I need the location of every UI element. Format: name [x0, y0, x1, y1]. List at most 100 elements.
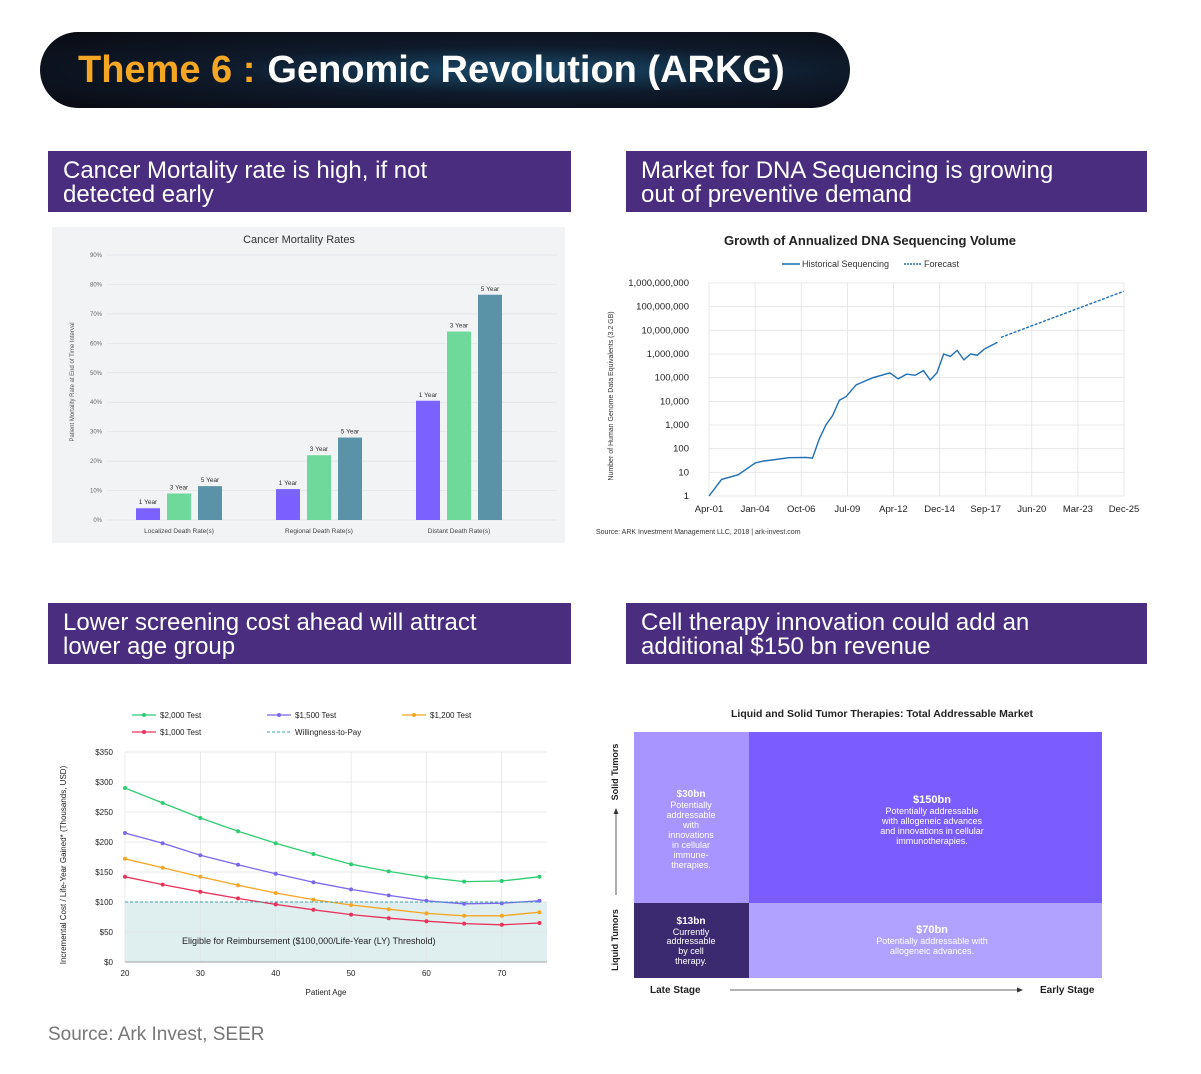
cell-line: therapies. [671, 860, 711, 870]
cell-text-solid-early: $150bn Potentially addressable with allo… [880, 794, 984, 846]
series-lines [123, 786, 542, 927]
y-tick-label: 70% [90, 312, 103, 318]
cell-value: $150bn [913, 794, 951, 806]
y-axis-label: Incremental Cost / Life-Year Gained* (Th… [59, 765, 68, 964]
x-tick-label: Apr-01 [695, 504, 724, 515]
bar-label: 5 Year [481, 286, 500, 293]
data-point [311, 852, 316, 856]
legend: $2,000 Test $1,500 Test $1,200 Test $1,000 … [132, 711, 472, 737]
data-point [236, 883, 241, 888]
cell-line: addressable [666, 936, 715, 946]
data-point [311, 907, 316, 912]
y-tick-label: 100,000,000 [636, 302, 689, 313]
data-point [160, 865, 165, 870]
legend-label: $1,500 Test [295, 711, 337, 720]
x-tick-labels: Apr-01 Jan-04 Oct-06 Jul-09 Apr-12 Dec-14 Sep-… [695, 504, 1140, 515]
header-screening-cost: Lower screening cost ahead will attract … [48, 603, 571, 664]
y-axis-label: Number of Human Genome Data Equivalents … [608, 311, 615, 480]
footer-source: Source: Ark Invest, SEER [48, 1024, 265, 1045]
y-tick-label: 80% [90, 282, 103, 288]
chart-title: Growth of Annualized DNA Sequencing Volu… [724, 233, 1016, 248]
bar [136, 508, 160, 520]
legend-label: Willingness-to-Pay [295, 728, 361, 737]
x-tick-label: Jan-04 [741, 504, 770, 515]
x-tick-label: Distant Death Rate(s) [428, 528, 491, 535]
y-tick-label: 30% [90, 430, 103, 436]
data-point [273, 841, 278, 846]
forecast-line [1000, 290, 1124, 339]
chart-source: Source: ARK Investment Management LLC, 2… [596, 529, 801, 536]
y-tick-label: 40% [90, 400, 103, 406]
header-line: Cell therapy innovation could add an [641, 609, 1030, 636]
y-tick-label: 100 [673, 444, 689, 455]
bar-label: 3 Year [450, 323, 469, 330]
x-tick-label: Dec-14 [924, 504, 955, 515]
y-tick-label: 20% [90, 459, 103, 465]
y-tick-label: 10 [678, 467, 689, 478]
data-point [236, 829, 241, 834]
y-tick-label: 100,000 [655, 373, 689, 384]
y-tick-labels: 0% 10% 20% 30% 40% 50% 60% 70% 80% 90% [90, 253, 103, 524]
cell-line: immunotherapies. [896, 836, 968, 846]
data-point [462, 921, 467, 926]
legend-label: $1,200 Test [430, 711, 472, 720]
header-line: Lower screening cost ahead will attract [63, 609, 477, 636]
data-point [236, 896, 241, 901]
bar [198, 486, 222, 520]
data-point [499, 879, 504, 883]
x-tick-label: Oct-06 [787, 504, 816, 515]
bar [307, 455, 331, 520]
data-point [424, 875, 429, 880]
x-label-late: Late Stage [650, 985, 701, 996]
cell-line: Potentially addressable [885, 806, 978, 816]
chart-title: Cancer Mortality Rates [243, 234, 355, 246]
y-tick-label: $50 [100, 928, 114, 937]
y-tick-label: 90% [90, 253, 103, 259]
data-point [424, 911, 429, 916]
header-dna-market: Market for DNA Sequencing is growing out… [626, 151, 1147, 212]
data-point [311, 897, 316, 902]
x-tick-labels: Localized Death Rate(s) Regional Death Ra… [144, 528, 490, 535]
bar [276, 489, 300, 520]
header-line: additional $150 bn revenue [641, 633, 931, 660]
y-tick-labels: 1 10 100 1,000 10,000 100,000 1,000,000 10,000,… [628, 278, 689, 502]
legend-label: $2,000 Test [160, 711, 202, 720]
cell-text-liquid-early: $70bn Potentially addressable with allog… [876, 924, 988, 956]
data-point [537, 910, 542, 915]
cell-solid-early [749, 732, 1102, 903]
cell-line: allogeneic advances. [890, 946, 974, 956]
header-line: Market for DNA Sequencing is growing [641, 157, 1054, 184]
y-tick-label: 10,000 [660, 396, 689, 407]
data-point [386, 869, 391, 874]
legend-historical: Historical Sequencing [802, 259, 889, 269]
cell-line: by cell [678, 946, 704, 956]
y-tick-label: $300 [95, 778, 113, 787]
data-point [349, 862, 354, 867]
legend-marker [142, 730, 146, 734]
data-point [123, 831, 127, 835]
series-line [124, 787, 540, 883]
y-tick-label: 10% [90, 489, 103, 495]
cell-line: Potentially [670, 800, 712, 810]
header-line: Cancer Mortality rate is high, if not [63, 157, 428, 184]
x-tick-label: Jul-09 [834, 504, 860, 515]
chart-title: Liquid and Solid Tumor Therapies: Total … [731, 708, 1034, 720]
data-point [462, 901, 467, 906]
header-line: lower age group [63, 633, 236, 660]
x-tick-label: 20 [121, 969, 130, 978]
data-point [160, 841, 165, 846]
y-tick-label: 1,000,000 [647, 349, 689, 360]
y-tick-label: 0% [93, 518, 102, 524]
cell-line: Potentially addressable with [876, 936, 988, 946]
y-tick-labels: $0 $50 $100 $150 $200 $250 $300 $350 [95, 748, 113, 967]
data-point [537, 898, 542, 903]
bar-label: 5 Year [341, 429, 360, 436]
data-point [462, 913, 467, 918]
title-banner: Theme 6 : Genomic Revolution (ARKG) [40, 32, 850, 108]
reimbursement-annotation: Eligible for Reimbursement ($100,000/Lif… [182, 936, 435, 946]
bar [338, 437, 362, 520]
legend-marker [412, 713, 416, 717]
data-point [311, 880, 316, 885]
mortality-chart: Cancer Mortality Rates Patient Mortality… [52, 227, 565, 543]
cell-line: and innovations in cellular [880, 826, 984, 836]
